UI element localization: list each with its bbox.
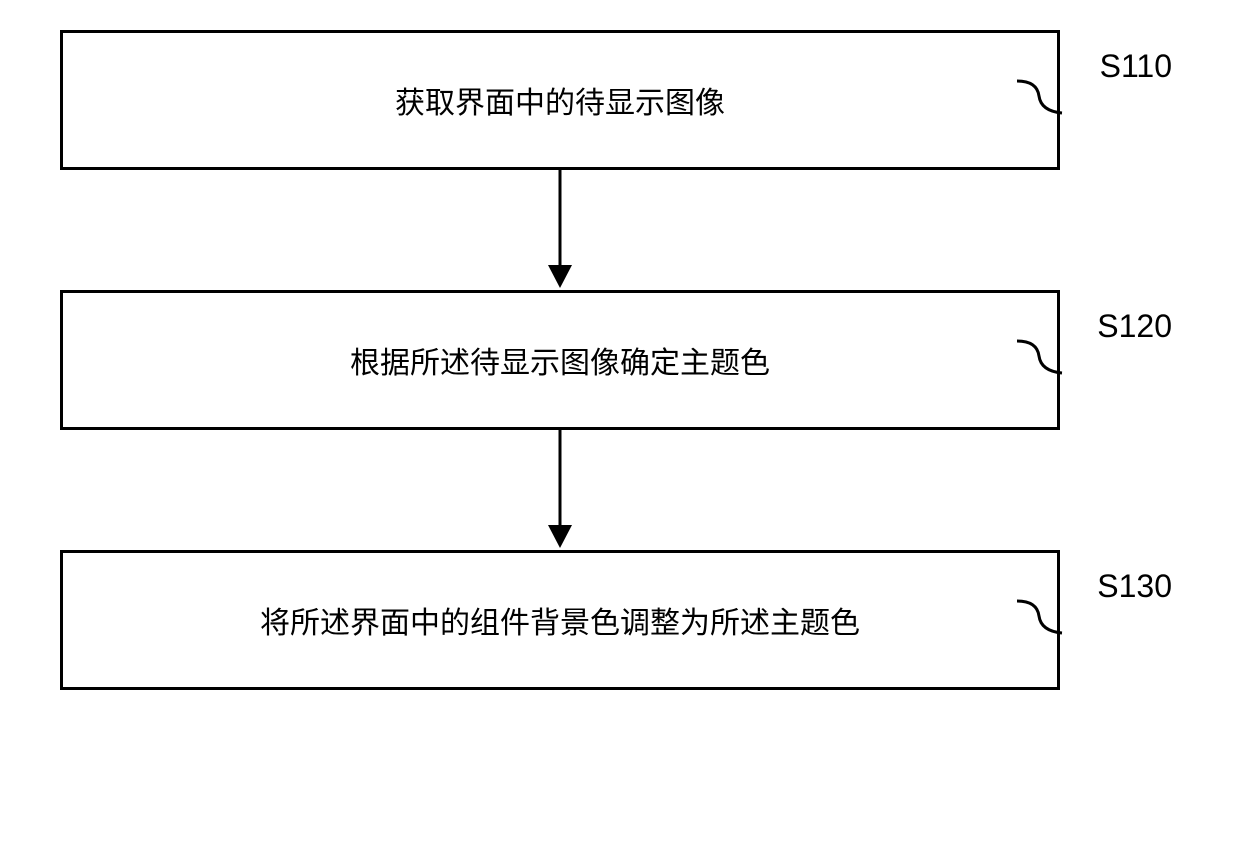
step-text-1: 获取界面中的待显示图像 — [395, 78, 725, 122]
step-label-1: S110 — [1100, 48, 1172, 85]
arrow-1 — [60, 170, 1060, 290]
step-label-3: S130 — [1097, 568, 1172, 605]
step-label-2: S120 — [1097, 308, 1172, 345]
flowchart-container: 获取界面中的待显示图像 S110 根据所述待显示图像确定主题色 S120 将所述… — [60, 30, 1180, 690]
arrow-down-icon — [540, 430, 580, 550]
arrow-down-icon — [540, 170, 580, 290]
connector-tick-icon — [1017, 331, 1067, 381]
step-box-2: 根据所述待显示图像确定主题色 S120 — [60, 290, 1060, 430]
step-text-3: 将所述界面中的组件背景色调整为所述主题色 — [260, 598, 860, 642]
step-box-3: 将所述界面中的组件背景色调整为所述主题色 S130 — [60, 550, 1060, 690]
step-text-2: 根据所述待显示图像确定主题色 — [350, 338, 770, 382]
arrow-2 — [60, 430, 1060, 550]
connector-tick-icon — [1017, 591, 1067, 641]
connector-tick-icon — [1017, 71, 1067, 121]
step-box-1: 获取界面中的待显示图像 S110 — [60, 30, 1060, 170]
